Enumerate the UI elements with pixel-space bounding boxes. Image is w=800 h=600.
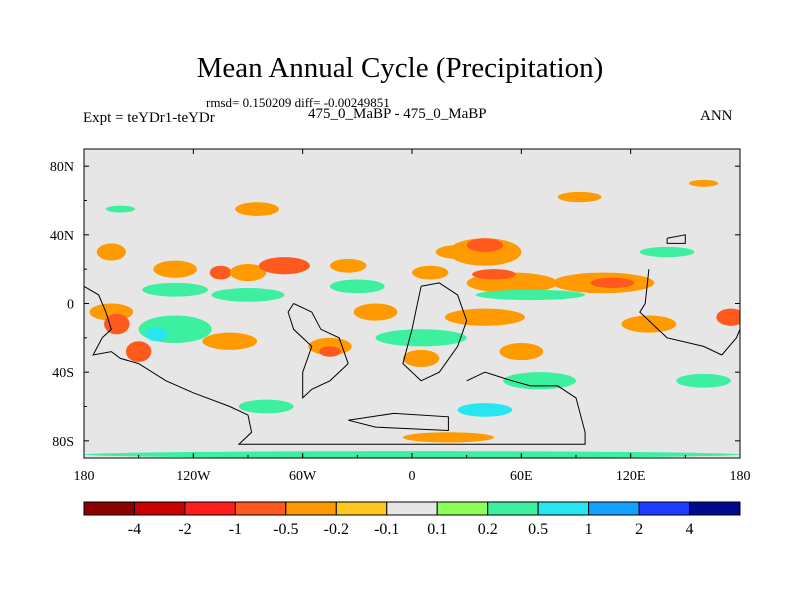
anomaly-patch — [238, 399, 294, 414]
colorbar-label: -1 — [229, 521, 242, 538]
colorbar-swatch — [285, 501, 337, 516]
colorbar-swatch — [234, 501, 287, 516]
season-label: ANN — [700, 108, 733, 124]
x-tick-label: 120W — [176, 469, 211, 484]
colorbar-label: 0.2 — [478, 521, 498, 538]
colorbar-swatch — [83, 501, 135, 516]
y-axis: 80N 40N 0 40S 80S — [50, 160, 740, 450]
anomaly-patch — [353, 303, 398, 321]
anomaly-patch — [499, 342, 544, 361]
colorbar-label: 0.1 — [427, 521, 447, 538]
anomaly-patch — [503, 372, 576, 390]
anomaly-patch — [209, 265, 232, 280]
colorbar-swatch — [588, 501, 640, 516]
experiment-label: Expt = teYDr1-teYDr — [83, 110, 215, 126]
colorbar-swatch — [184, 501, 236, 516]
anomaly-patch — [639, 246, 695, 258]
coastline — [348, 412, 449, 432]
x-tick-label: 60E — [510, 469, 533, 484]
anomaly-patch — [105, 205, 136, 213]
anomaly-patch — [412, 265, 449, 280]
anomaly-patch — [557, 191, 602, 203]
y-tick-label: 40S — [52, 366, 74, 381]
anomaly-patch — [211, 288, 285, 302]
anomaly-patch — [145, 327, 168, 342]
anomaly-patch — [104, 313, 130, 335]
colorbar: -4 -2 -1 -0.5 -0.2 -0.1 0.1 0.2 0.5 1 2 4 — [83, 501, 741, 538]
plot-background — [84, 149, 740, 458]
x-tick-label: 120E — [616, 469, 646, 484]
colorbar-label: 4 — [686, 521, 694, 538]
y-tick-label: 40N — [50, 229, 74, 244]
anomaly-patch — [475, 289, 586, 301]
anomaly-patch — [330, 279, 385, 294]
colorbar-swatch — [537, 501, 590, 516]
anomaly-patch — [466, 238, 504, 252]
colorbar-label: 2 — [635, 521, 643, 538]
anomaly-patch — [402, 432, 495, 443]
anomaly-patch — [96, 243, 126, 261]
y-tick-label: 0 — [67, 298, 74, 313]
anomaly-patch — [402, 349, 440, 368]
anomaly-patch — [375, 329, 467, 347]
coastline — [402, 282, 468, 382]
colorbar-swatch — [386, 501, 438, 516]
anomaly-patch — [472, 269, 516, 280]
anomaly-patch — [258, 257, 310, 275]
anomaly-patch — [142, 282, 208, 297]
chart-title: Mean Annual Cycle (Precipitation) — [196, 52, 604, 84]
anomaly-patch — [330, 258, 367, 273]
anomaly-patch — [444, 308, 525, 326]
x-tick-label: 60W — [289, 469, 317, 484]
colorbar-label: -0.1 — [374, 521, 399, 538]
y-tick-label: 80S — [52, 435, 74, 450]
colorbar-label: -4 — [128, 521, 141, 538]
x-axis: 180 120W 60W 0 60E 120E 180 — [74, 149, 751, 484]
anomaly-patch — [716, 308, 740, 326]
colorbar-swatch — [689, 501, 741, 516]
anomaly-patch — [621, 315, 677, 333]
anomaly-patch — [319, 346, 341, 357]
colorbar-label: -0.2 — [324, 521, 349, 538]
anomaly-patch — [235, 202, 279, 216]
x-tick-label: 180 — [730, 469, 751, 484]
anomaly-patch — [590, 277, 635, 289]
run-comparison-label: 475_0_MaBP - 475_0_MaBP — [308, 106, 487, 122]
colorbar-label: 0.5 — [528, 521, 548, 538]
anomaly-patch — [202, 332, 258, 350]
anomaly-patch — [125, 341, 152, 362]
coastline-outlines — [84, 234, 740, 445]
anomaly-patch — [229, 264, 267, 282]
anomaly-patch — [153, 260, 197, 278]
y-tick-label: 80N — [50, 160, 74, 175]
colorbar-swatch — [335, 501, 388, 516]
anomaly-patch — [457, 403, 513, 417]
x-tick-label: 0 — [409, 469, 416, 484]
colorbar-label: 1 — [585, 521, 593, 538]
colorbar-label: -2 — [178, 521, 191, 538]
anomaly-patch — [676, 373, 731, 388]
colorbar-label: -0.5 — [273, 521, 298, 538]
x-tick-label: 180 — [74, 469, 95, 484]
anomaly-field — [84, 179, 740, 458]
colorbar-swatch — [638, 501, 691, 516]
colorbar-swatch — [133, 501, 186, 516]
coastline — [287, 303, 349, 400]
colorbar-swatch — [436, 501, 489, 516]
coastline — [666, 234, 686, 244]
anomaly-patch — [688, 179, 719, 187]
coastline — [639, 269, 740, 356]
colorbar-swatch — [487, 501, 539, 516]
coastline — [84, 285, 586, 445]
stats-line: rmsd= 0.150209 diff= -0.00249851 — [206, 95, 390, 110]
